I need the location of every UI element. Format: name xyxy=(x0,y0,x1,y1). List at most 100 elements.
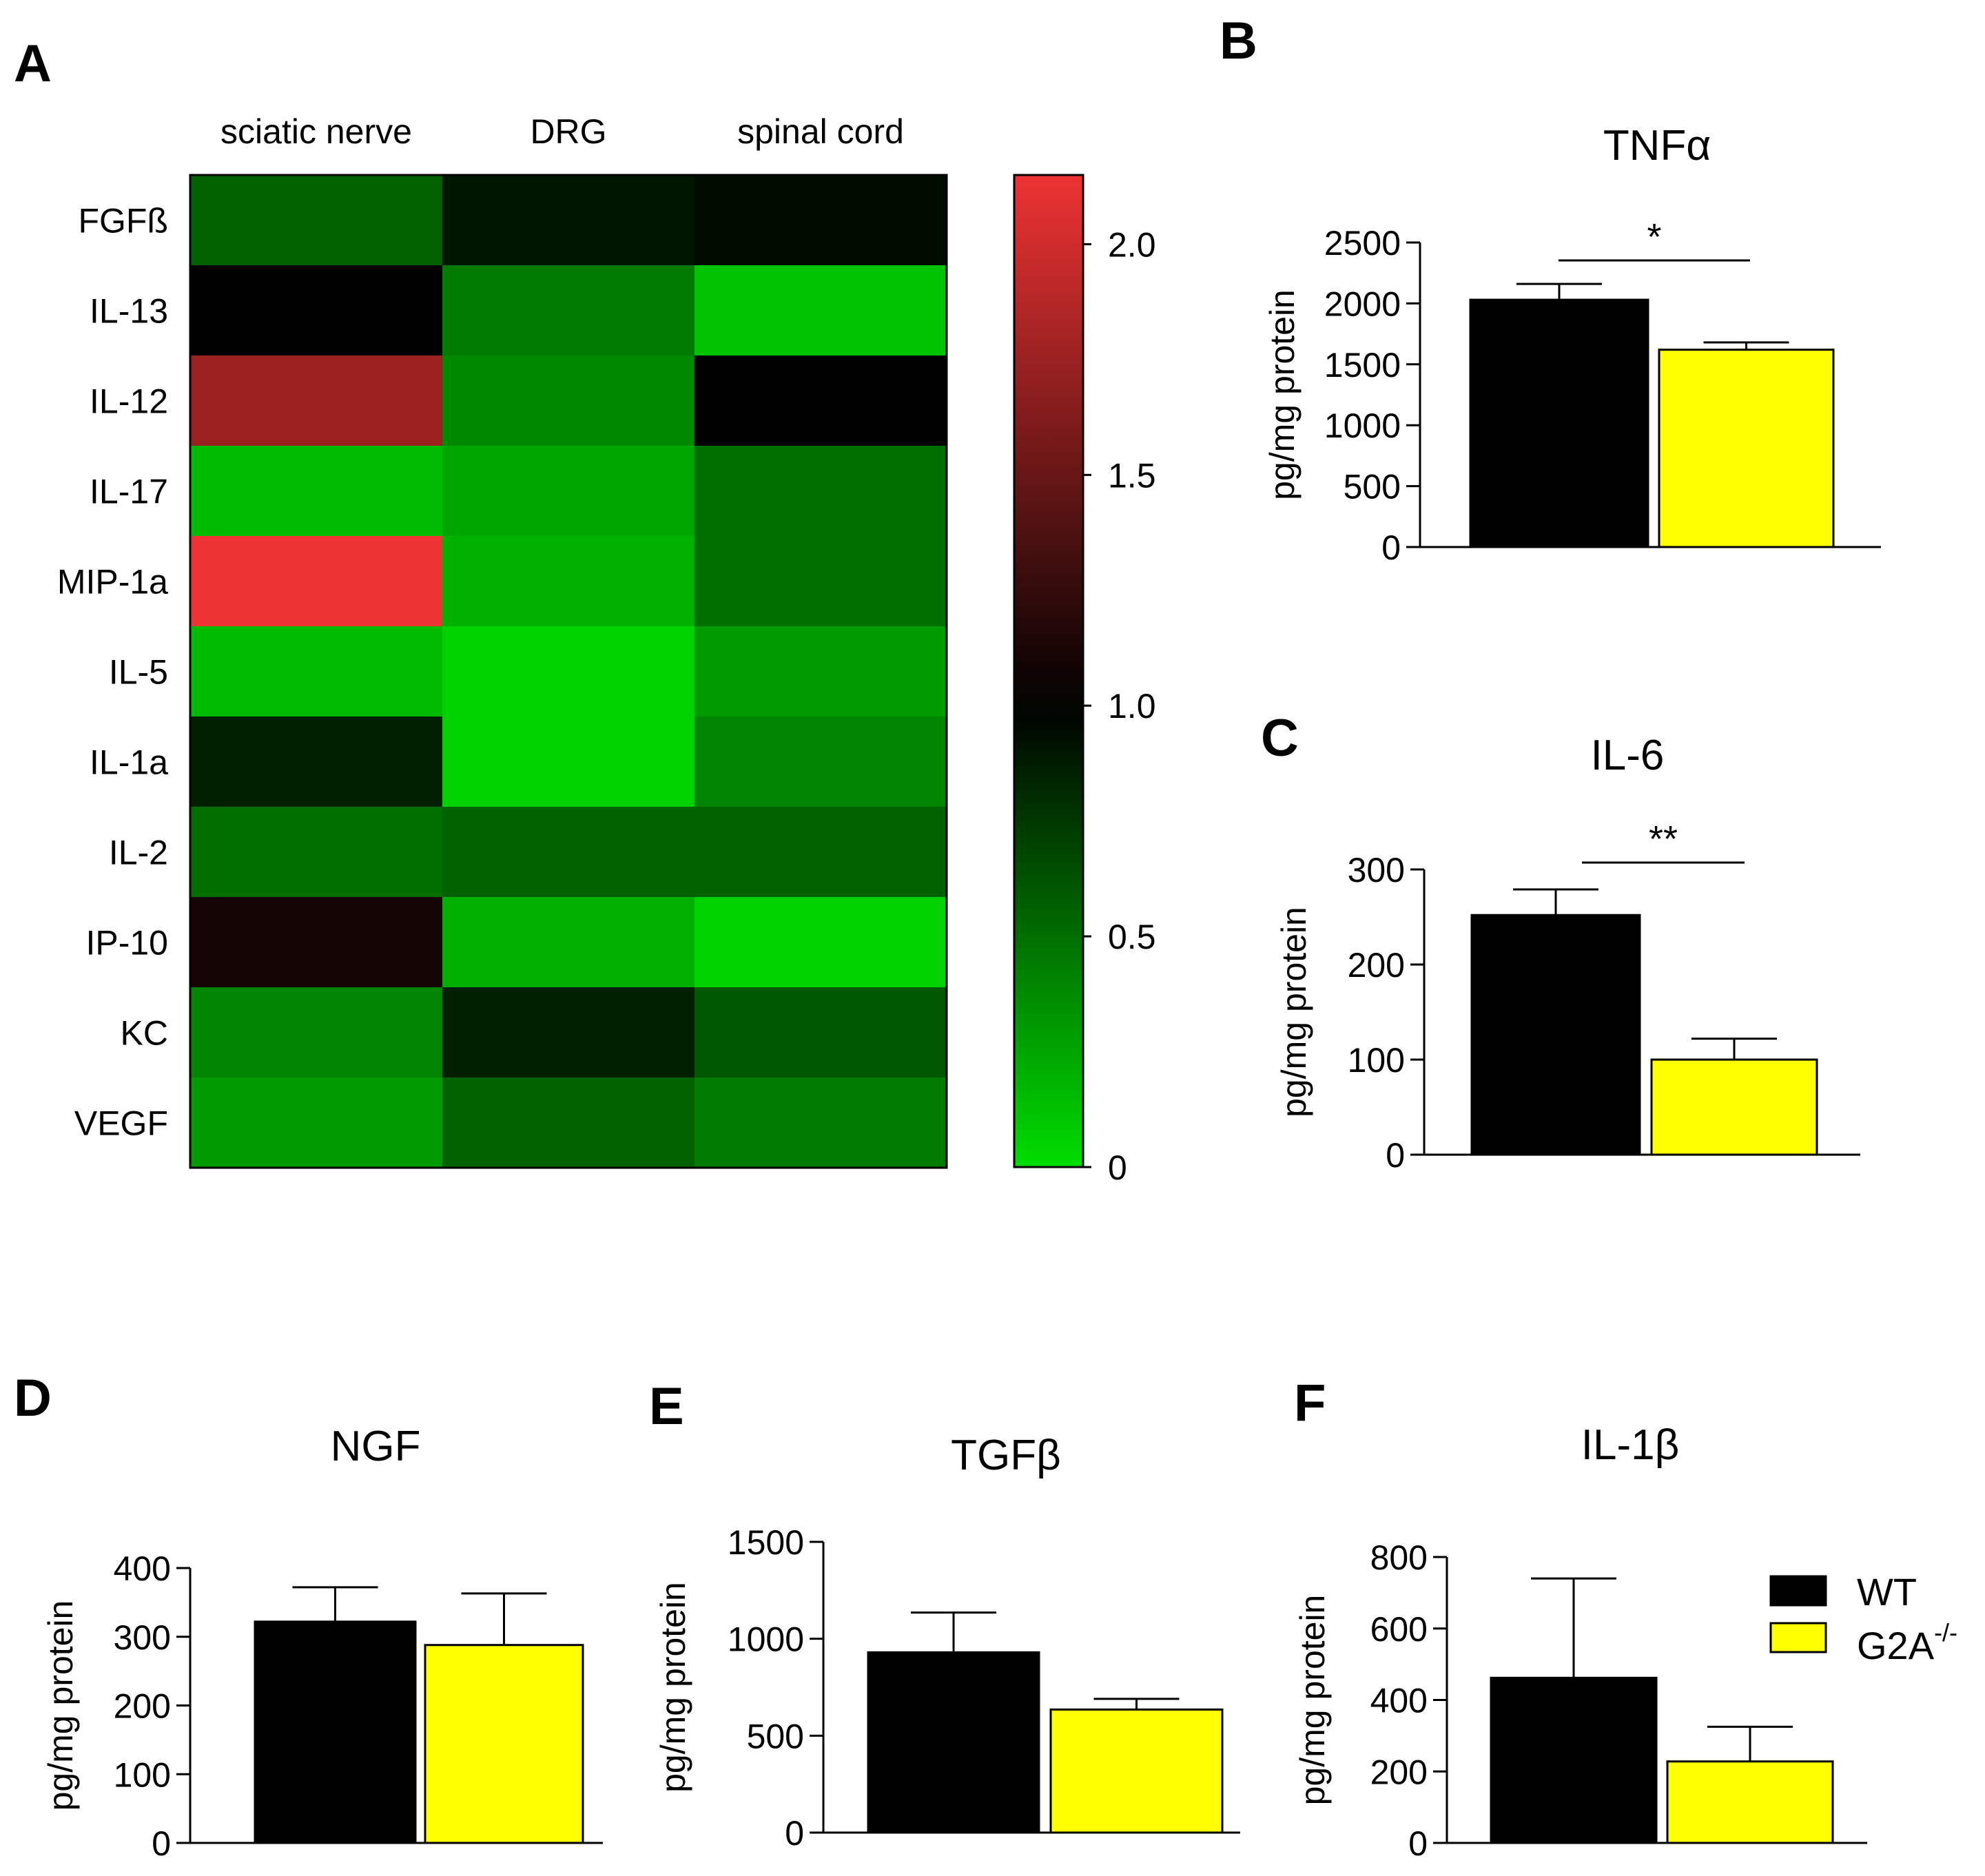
bar xyxy=(1470,914,1641,1156)
heatmap-row-label: MIP-1a xyxy=(57,563,168,601)
chart-title: IL-6 xyxy=(1591,732,1665,779)
bar xyxy=(1650,1058,1818,1156)
heatmap-row-label: IL-12 xyxy=(90,382,168,421)
legend-swatch-ko xyxy=(1769,1622,1827,1653)
y-axis-label: pg/mg protein xyxy=(1275,907,1313,1117)
legend-label-wt: WT xyxy=(1857,1570,1917,1614)
heatmap-row-label: IL-1a xyxy=(90,743,168,782)
bar xyxy=(1658,349,1835,548)
panel-f-il1b-chart: F IL-1β 0 200 400 600 800 pg/mg protein xyxy=(1293,1374,1867,1863)
heatmap-cell xyxy=(442,987,695,1078)
panel-e-tgfb-chart: E TGFβ 0 500 1000 1500 pg/mg protein xyxy=(649,1377,1240,1853)
heatmap-row-label: FGFß xyxy=(78,202,168,240)
colorbar-tick-label: 1.5 xyxy=(1108,456,1156,495)
bar xyxy=(424,1644,584,1844)
y-tick-label: 0 xyxy=(1408,1824,1428,1863)
bar xyxy=(867,1651,1040,1834)
legend-swatch-wt xyxy=(1769,1575,1827,1607)
heatmap-column-label: spinal cord xyxy=(737,112,904,151)
colorbar-tick-label: 0.5 xyxy=(1108,918,1156,956)
chart-title: NGF xyxy=(331,1423,421,1470)
heatmap-cell xyxy=(190,987,443,1078)
heatmap-row-label: KC xyxy=(121,1014,168,1053)
heatmap-cell xyxy=(695,175,947,266)
y-tick-label: 100 xyxy=(114,1755,171,1794)
heatmap-cell xyxy=(442,717,695,807)
y-tick-label: 0 xyxy=(152,1824,171,1863)
heatmap-cell xyxy=(190,1078,443,1168)
heatmap-cell xyxy=(442,265,695,356)
y-tick-label: 800 xyxy=(1370,1538,1428,1577)
heatmap-cell xyxy=(695,265,947,356)
heatmap-cell xyxy=(190,265,443,356)
y-tick-label: 200 xyxy=(114,1687,171,1726)
y-tick-label: 500 xyxy=(747,1717,804,1755)
heatmap-cell xyxy=(695,987,947,1078)
heatmap-row-label: IL-2 xyxy=(109,834,168,872)
heatmap-cell xyxy=(190,355,443,446)
y-tick-label: 400 xyxy=(1370,1682,1428,1720)
bar xyxy=(1049,1708,1224,1834)
heatmap-cell xyxy=(695,807,947,898)
colorbar-tick-label: 0 xyxy=(1108,1148,1127,1187)
y-tick-label: 0 xyxy=(1386,1136,1405,1175)
y-tick-label: 300 xyxy=(1348,851,1405,889)
y-tick-label: 1000 xyxy=(728,1620,804,1659)
heatmap-column-label: DRG xyxy=(530,112,606,151)
y-tick-label: 200 xyxy=(1370,1753,1428,1791)
y-tick-label: 0 xyxy=(785,1814,804,1853)
chart-title: IL-1β xyxy=(1581,1421,1680,1469)
heatmap-cell xyxy=(190,626,443,717)
panel-label: E xyxy=(649,1377,684,1436)
heatmap-cell xyxy=(190,897,443,988)
colorbar xyxy=(1013,174,1084,1168)
colorbar-tick-label: 1.0 xyxy=(1108,687,1156,725)
heatmap-cell xyxy=(442,446,695,537)
heatmap-cell xyxy=(190,175,443,266)
significance-marker: * xyxy=(1647,216,1661,258)
y-tick-label: 0 xyxy=(1381,528,1401,567)
heatmap-cell xyxy=(442,175,695,266)
heatmap-cell xyxy=(695,446,947,537)
heatmap-row-label: IP-10 xyxy=(85,924,168,962)
panel-label-a: A xyxy=(14,34,52,93)
panel-label: B xyxy=(1220,12,1257,70)
colorbar-tick-label: 2.0 xyxy=(1108,225,1156,264)
heatmap-cell xyxy=(695,717,947,807)
heatmap-cell xyxy=(190,807,443,898)
heatmap-row-label: IL-5 xyxy=(109,653,168,692)
chart-title: TGFβ xyxy=(951,1432,1061,1479)
panel-label: C xyxy=(1261,709,1299,767)
heatmap-cell xyxy=(695,897,947,988)
heatmap-cell xyxy=(190,446,443,537)
y-axis-label: pg/mg protein xyxy=(654,1582,692,1793)
heatmap-cell xyxy=(695,1078,947,1168)
chart-title: TNFα xyxy=(1603,122,1711,169)
y-axis-label: pg/mg protein xyxy=(1293,1595,1332,1806)
legend-label-ko: G2A-/- xyxy=(1857,1618,1957,1667)
y-tick-label: 400 xyxy=(114,1549,171,1588)
bar xyxy=(254,1620,417,1844)
heatmap-cell xyxy=(442,897,695,988)
heatmap-border xyxy=(189,174,948,1169)
y-tick-label: 200 xyxy=(1348,946,1405,985)
heatmap-cell xyxy=(190,536,443,627)
y-tick-label: 2000 xyxy=(1324,285,1401,323)
heatmap-row-label: VEGF xyxy=(74,1104,168,1143)
panel-label: D xyxy=(14,1369,52,1427)
heatmap-row-label: IL-17 xyxy=(90,473,168,511)
y-tick-label: 2500 xyxy=(1324,224,1401,262)
y-axis-label: pg/mg protein xyxy=(1263,289,1302,500)
y-tick-label: 100 xyxy=(1348,1041,1405,1080)
y-tick-label: 500 xyxy=(1344,468,1401,506)
panel-b-tnfa-chart: B TNFα 0 500 1000 1500 2000 2500 pg/mg protein * xyxy=(1220,12,1881,567)
panel-label: F xyxy=(1294,1374,1326,1432)
y-tick-label: 1500 xyxy=(1324,346,1401,384)
y-tick-label: 1500 xyxy=(728,1523,804,1562)
heatmap-cell xyxy=(442,1078,695,1168)
panel-c-il6-chart: C IL-6 0 100 200 300 pg/mg protein ** xyxy=(1261,709,1860,1175)
heatmap-cell xyxy=(695,536,947,627)
